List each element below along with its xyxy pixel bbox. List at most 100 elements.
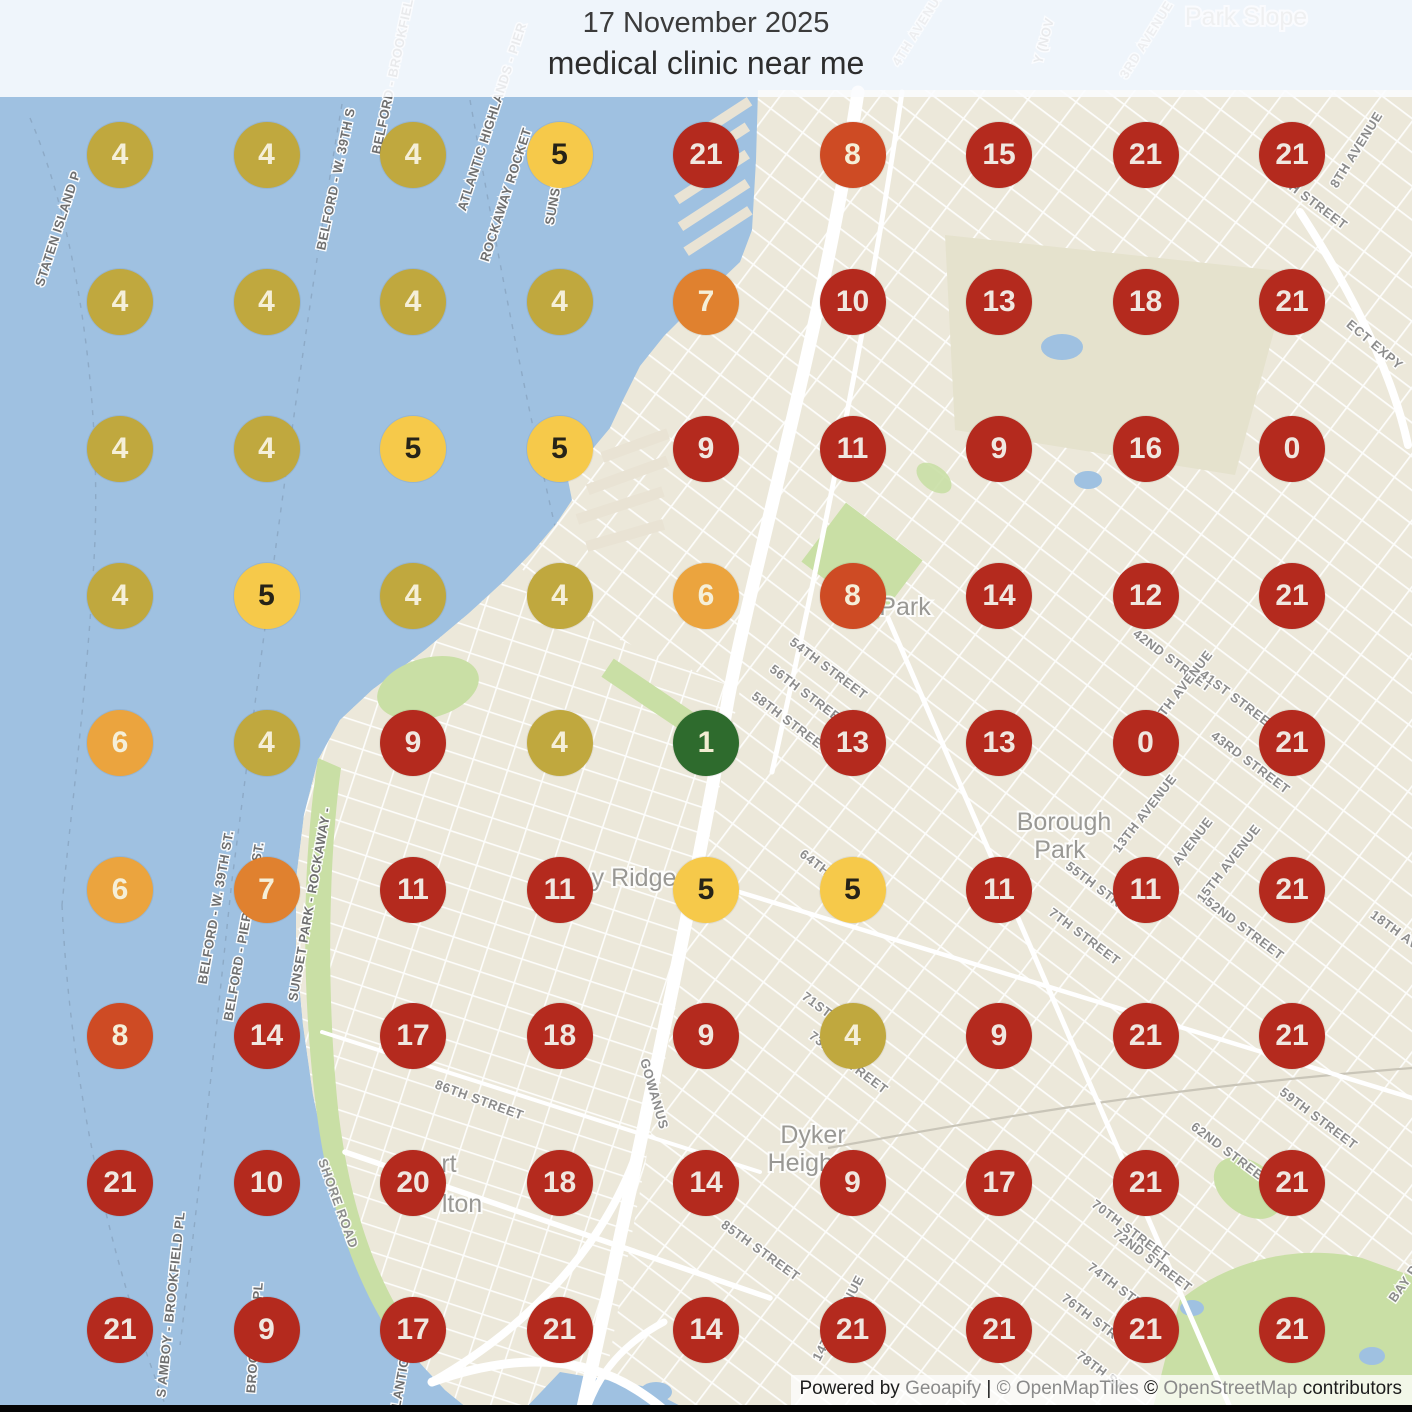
rank-circle[interactable]: 13 [819, 709, 886, 776]
rank-circle[interactable]: 5 [526, 415, 593, 482]
rank-circle[interactable]: 4 [380, 122, 446, 188]
rank-circle[interactable]: 4 [819, 1003, 886, 1070]
rank-circle[interactable]: 7 [673, 268, 739, 335]
rank-circle[interactable]: 9 [233, 1297, 300, 1364]
rank-circle[interactable]: 11 [966, 856, 1032, 923]
rank-circle[interactable]: 4 [233, 415, 300, 482]
rank-circle[interactable]: 18 [1112, 268, 1179, 335]
rank-circle[interactable]: 11 [819, 415, 886, 482]
rank-circle[interactable]: 21 [87, 1150, 153, 1217]
rank-circle[interactable]: 21 [1259, 268, 1325, 335]
rank-circle[interactable]: 17 [380, 1003, 446, 1070]
header-bar: 17 November 2025 medical clinic near me [0, 0, 1412, 97]
rank-circle[interactable]: 11 [380, 856, 446, 923]
rank-circle[interactable]: 17 [966, 1150, 1032, 1217]
rank-circle[interactable]: 9 [819, 1150, 886, 1217]
rank-circle[interactable]: 4 [233, 122, 300, 188]
rank-circle[interactable]: 14 [233, 1003, 300, 1070]
rank-circle[interactable]: 21 [1259, 562, 1325, 629]
rank-circle[interactable]: 17 [380, 1297, 446, 1364]
rank-circle[interactable]: 10 [233, 1150, 300, 1217]
rank-circle[interactable]: 14 [966, 562, 1032, 629]
rank-circle[interactable]: 18 [526, 1150, 593, 1217]
rank-circle[interactable]: 12 [1112, 562, 1179, 629]
rank-circle[interactable]: 8 [819, 122, 886, 188]
rank-circle[interactable]: 4 [87, 415, 153, 482]
rank-circle[interactable]: 9 [673, 1003, 739, 1070]
rank-circle[interactable]: 15 [966, 122, 1032, 188]
search-query: medical clinic near me [547, 45, 865, 81]
rank-circle[interactable]: 21 [1259, 709, 1325, 776]
rank-circle[interactable]: 21 [1259, 1297, 1325, 1364]
rank-circle[interactable]: 21 [819, 1297, 886, 1364]
rank-circle[interactable]: 5 [380, 415, 446, 482]
attribution-text: contributors [1297, 1378, 1402, 1399]
attribution-link[interactable]: OpenStreetMap [1163, 1378, 1298, 1399]
rank-circle[interactable]: 13 [966, 268, 1032, 335]
rank-circle[interactable]: 11 [1112, 856, 1179, 923]
rank-circle[interactable]: 21 [1112, 122, 1179, 188]
map-label: rt [441, 1150, 456, 1178]
rank-circle[interactable]: 4 [87, 122, 153, 188]
rank-circle[interactable]: 4 [233, 268, 300, 335]
rank-circle[interactable]: 18 [526, 1003, 593, 1070]
bottom-bar [0, 1405, 1412, 1412]
rank-circle[interactable]: 5 [526, 122, 593, 188]
rank-circle[interactable]: 4 [526, 562, 593, 629]
rank-circle[interactable]: 4 [233, 709, 300, 776]
rank-circle[interactable]: 14 [673, 1297, 739, 1364]
rank-circle[interactable]: 16 [1112, 415, 1179, 482]
rank-circle[interactable]: 4 [87, 268, 153, 335]
railway-line [827, 1066, 1412, 1150]
rank-circle[interactable]: 21 [1259, 1003, 1325, 1070]
map-label: Dyker [780, 1121, 845, 1149]
rank-circle[interactable]: 8 [87, 1003, 153, 1070]
rank-circle[interactable]: 21 [87, 1297, 153, 1364]
rank-circle[interactable]: 11 [526, 856, 593, 923]
rank-circle[interactable]: 4 [87, 562, 153, 629]
rank-circle[interactable]: 13 [966, 709, 1032, 776]
attribution-link[interactable]: © OpenMapTiles [996, 1378, 1139, 1399]
rank-circle[interactable]: 4 [380, 562, 446, 629]
rank-circle[interactable]: 1 [673, 709, 739, 776]
rank-circle[interactable]: 5 [673, 856, 739, 923]
rank-circle[interactable]: 21 [673, 122, 739, 188]
rank-circle[interactable]: 20 [380, 1150, 446, 1217]
map-label: y Ridge [592, 864, 677, 892]
rank-circle[interactable]: 0 [1112, 709, 1179, 776]
rank-circle[interactable]: 4 [380, 268, 446, 335]
rank-circle[interactable]: 7 [233, 856, 300, 923]
map-label: Borough [1017, 808, 1112, 836]
rank-circle[interactable]: 4 [526, 709, 593, 776]
rank-circle[interactable]: 21 [1112, 1003, 1179, 1070]
attribution-link[interactable]: Geoapify [905, 1378, 982, 1399]
report-date: 17 November 2025 [582, 7, 830, 39]
rank-circle[interactable]: 6 [673, 562, 739, 629]
rank-circle[interactable]: 0 [1259, 415, 1325, 482]
rank-circle[interactable]: 6 [87, 709, 153, 776]
attribution-text: | [981, 1378, 997, 1399]
rank-circle[interactable]: 9 [673, 415, 739, 482]
rank-circle[interactable]: 21 [526, 1297, 593, 1364]
rank-circle[interactable]: 21 [1259, 122, 1325, 188]
rank-circle[interactable]: 21 [1259, 856, 1325, 923]
rank-circle[interactable]: 9 [380, 709, 446, 776]
rank-circle[interactable]: 9 [966, 1003, 1032, 1070]
rank-circle[interactable]: 21 [1112, 1150, 1179, 1217]
rank-circle[interactable]: 4 [526, 268, 593, 335]
rank-circle[interactable]: 5 [233, 562, 300, 629]
rank-circle[interactable]: 14 [673, 1150, 739, 1217]
rank-circle[interactable]: 21 [966, 1297, 1032, 1364]
ferry-route-lines [29, 99, 563, 1412]
map-label: Park [1034, 836, 1086, 864]
rank-circle[interactable]: 8 [819, 562, 886, 629]
rank-circle[interactable]: 9 [966, 415, 1032, 482]
map-label: Park [879, 593, 931, 621]
rank-circle[interactable]: 10 [819, 268, 886, 335]
rank-circle[interactable]: 21 [1259, 1150, 1325, 1217]
rank-circle[interactable]: 21 [1112, 1297, 1179, 1364]
rank-circle[interactable]: 6 [87, 856, 153, 923]
attribution-text: © [1138, 1378, 1164, 1399]
rank-circle[interactable]: 5 [819, 856, 886, 923]
